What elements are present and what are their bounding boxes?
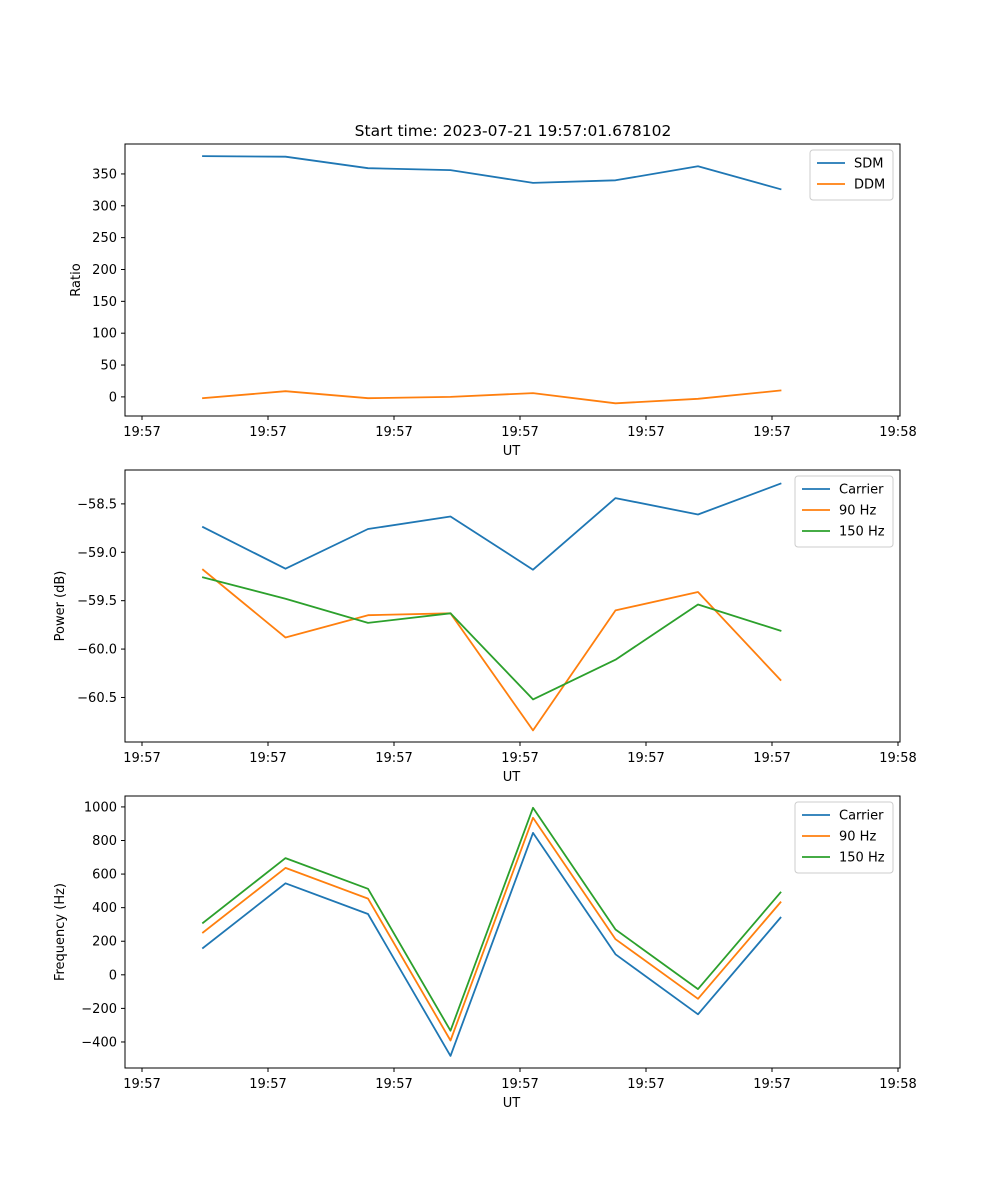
y-tick-label: 350: [92, 167, 117, 182]
y-tick-label: −400: [81, 1035, 117, 1050]
x-tick-label: 19:57: [123, 425, 160, 440]
legend-label: 150 Hz: [839, 851, 885, 866]
series-line-carrier: [201, 482, 782, 571]
series-line-150-hz: [201, 806, 782, 1032]
x-tick-label: 19:57: [753, 751, 790, 766]
x-tick-label: 19:57: [753, 425, 790, 440]
y-tick-label: 200: [92, 263, 117, 278]
y-tick-label: −59.5: [77, 594, 117, 609]
x-tick-label: 19:57: [501, 751, 538, 766]
x-tick-label: 19:58: [879, 425, 916, 440]
x-axis-label: UT: [503, 770, 521, 785]
series-line-carrier: [201, 832, 782, 1057]
y-tick-label: 50: [100, 359, 117, 374]
x-tick-label: 19:57: [123, 751, 160, 766]
x-tick-label: 19:57: [249, 751, 286, 766]
series-line-90-hz: [201, 568, 782, 732]
y-axis-label: Power (dB): [53, 571, 68, 642]
x-tick-label: 19:57: [627, 751, 664, 766]
y-tick-label: 150: [92, 295, 117, 310]
x-tick-label: 19:57: [753, 1077, 790, 1092]
x-tick-label: 19:58: [879, 1077, 916, 1092]
legend: SDM DDM: [809, 149, 894, 201]
legend-label: 90 Hz: [839, 504, 876, 519]
x-axis-label: UT: [503, 1096, 521, 1111]
legend: Carrier 90 Hz 150 Hz: [794, 801, 894, 874]
y-axis-label: Frequency (Hz): [53, 883, 68, 981]
y-tick-label: −200: [81, 1002, 117, 1017]
plot-panel-1: 19:57 19:57 19:57 19:57 19:57 19:57 19:58 0 50 10…: [69, 143, 917, 459]
x-tick-label: 19:57: [249, 425, 286, 440]
y-tick-label: 600: [92, 868, 117, 883]
x-tick-label: 19:57: [501, 1077, 538, 1092]
y-tick-label: −60.0: [77, 643, 117, 658]
chart-title: Start time: 2023-07-21 19:57:01.678102: [355, 122, 672, 140]
y-tick-label: 250: [92, 231, 117, 246]
x-tick-label: 19:57: [627, 1077, 664, 1092]
plot-panel-3: 19:57 19:57 19:57 19:57 19:57 19:57 19:58 −400 −…: [53, 795, 917, 1111]
x-tick-label: 19:57: [249, 1077, 286, 1092]
axes-frame: [124, 143, 901, 417]
y-tick-label: 1000: [84, 800, 117, 815]
y-tick-label: 200: [92, 935, 117, 950]
y-tick-label: −58.5: [77, 497, 117, 512]
y-tick-label: 400: [92, 901, 117, 916]
y-tick-label: 0: [109, 390, 117, 405]
x-tick-label: 19:58: [879, 751, 916, 766]
legend-label: Carrier: [839, 483, 884, 498]
plot-panel-2: 19:57 19:57 19:57 19:57 19:57 19:57 19:58 −60.5…: [53, 469, 917, 785]
legend-box: [794, 801, 894, 874]
x-tick-label: 19:57: [375, 1077, 412, 1092]
x-tick-label: 19:57: [375, 425, 412, 440]
legend-label: 150 Hz: [839, 525, 885, 540]
axes-frame: [124, 469, 901, 743]
legend-box: [794, 475, 894, 548]
series-line-ddm: [202, 389, 782, 405]
y-tick-label: 800: [92, 834, 117, 849]
x-tick-label: 19:57: [375, 751, 412, 766]
legend-label: SDM: [854, 157, 883, 172]
x-tick-label: 19:57: [501, 425, 538, 440]
legend-label: Carrier: [839, 809, 884, 824]
x-axis-label: UT: [503, 444, 521, 459]
y-axis-label: Ratio: [69, 263, 84, 296]
legend-label: DDM: [854, 178, 885, 193]
y-tick-label: 300: [92, 199, 117, 214]
series-line-90-hz: [201, 816, 782, 1042]
y-tick-label: −59.0: [77, 546, 117, 561]
series-line-150-hz: [201, 576, 782, 701]
y-tick-label: −60.5: [77, 691, 117, 706]
legend: Carrier 90 Hz 150 Hz: [794, 475, 894, 548]
series-line-sdm: [202, 155, 782, 191]
axes-frame: [124, 795, 901, 1069]
legend-label: 90 Hz: [839, 830, 876, 845]
y-tick-label: 100: [92, 327, 117, 342]
y-tick-label: 0: [109, 968, 117, 983]
x-tick-label: 19:57: [123, 1077, 160, 1092]
x-tick-label: 19:57: [627, 425, 664, 440]
